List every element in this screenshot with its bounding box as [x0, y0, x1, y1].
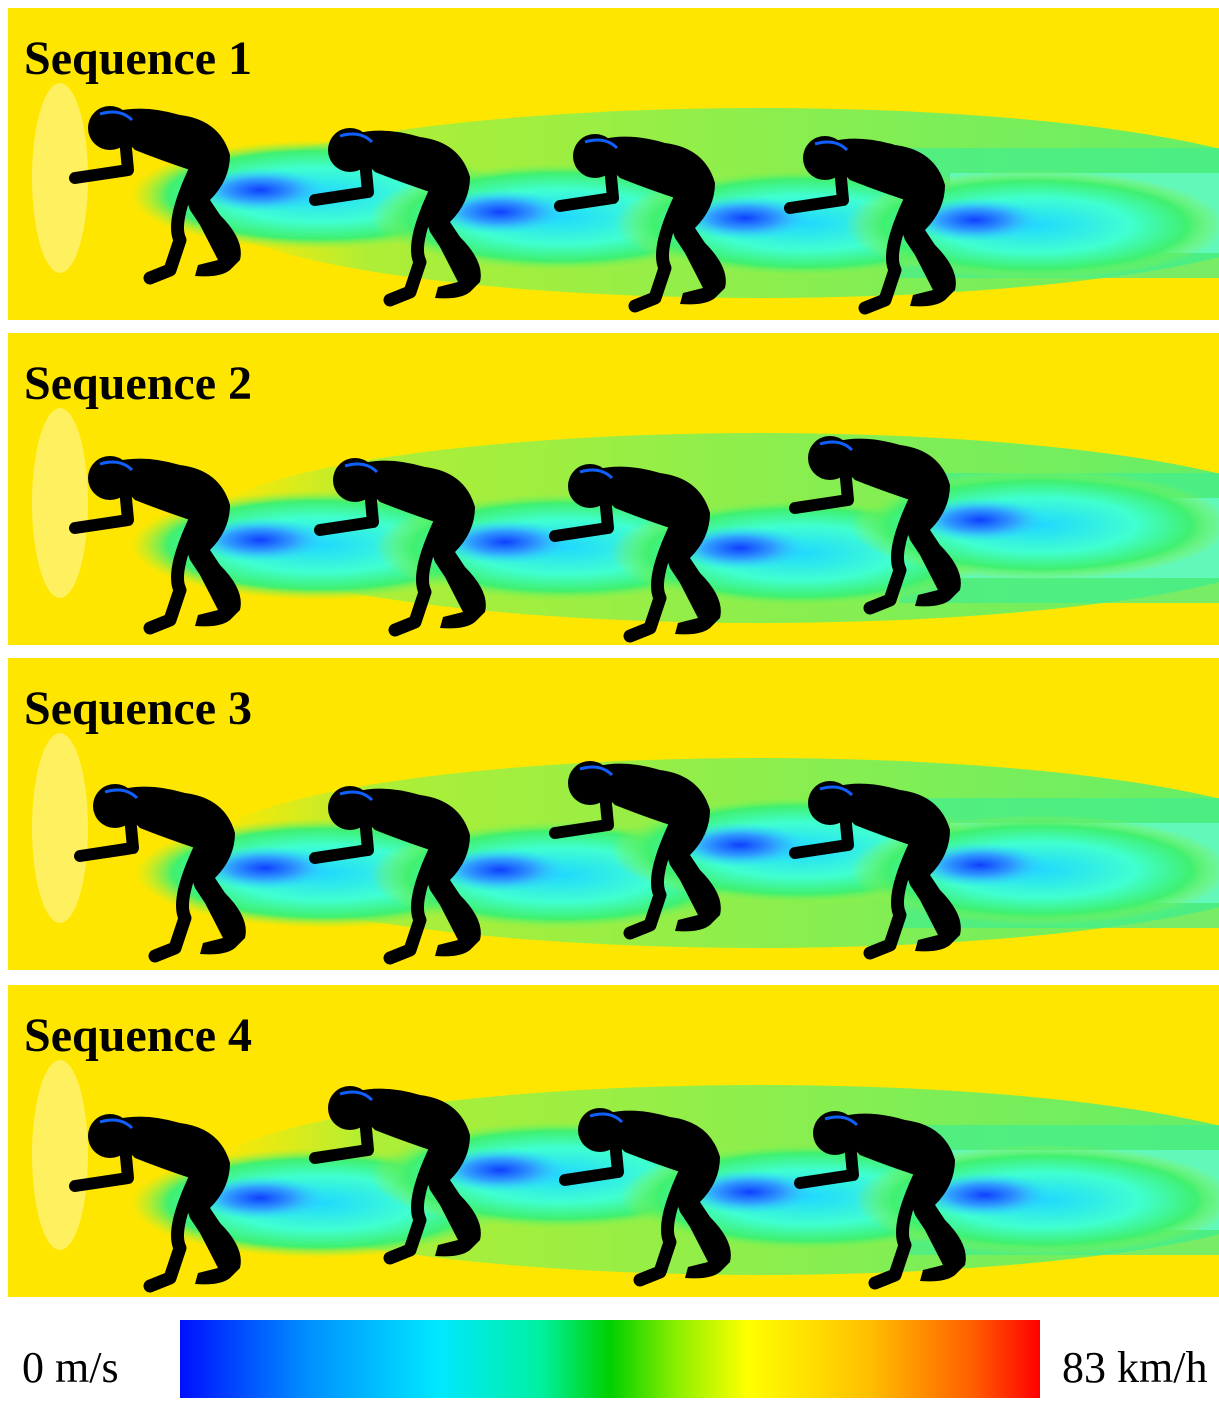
panel-title: Sequence 4	[24, 1009, 252, 1062]
panel: Sequence 1	[8, 8, 1219, 320]
upstream-halo	[32, 408, 88, 598]
panel-title: Sequence 1	[24, 32, 252, 85]
colorbar-max-label: 83 km/h	[1062, 1343, 1207, 1392]
figure: Sequence 1 Sequence 2 Sequence 3 Sequence 4…	[0, 0, 1219, 1405]
upstream-halo	[32, 733, 88, 923]
panel: Sequence 3	[8, 658, 1219, 970]
colorbar-gradient	[180, 1320, 1040, 1398]
panel-title: Sequence 3	[24, 682, 252, 735]
page: {"panels": [{"title": "Sequence 1"}, {"t…	[0, 0, 1219, 1405]
colorbar: 0 m/s 83 km/h	[22, 1320, 1207, 1398]
panel: Sequence 4	[8, 985, 1219, 1297]
panel: Sequence 2	[8, 333, 1219, 645]
colorbar-min-label: 0 m/s	[22, 1343, 119, 1392]
upstream-halo	[32, 1060, 88, 1250]
panels: Sequence 1 Sequence 2 Sequence 3 Sequence 4	[8, 8, 1219, 1297]
panel-title: Sequence 2	[24, 357, 252, 410]
